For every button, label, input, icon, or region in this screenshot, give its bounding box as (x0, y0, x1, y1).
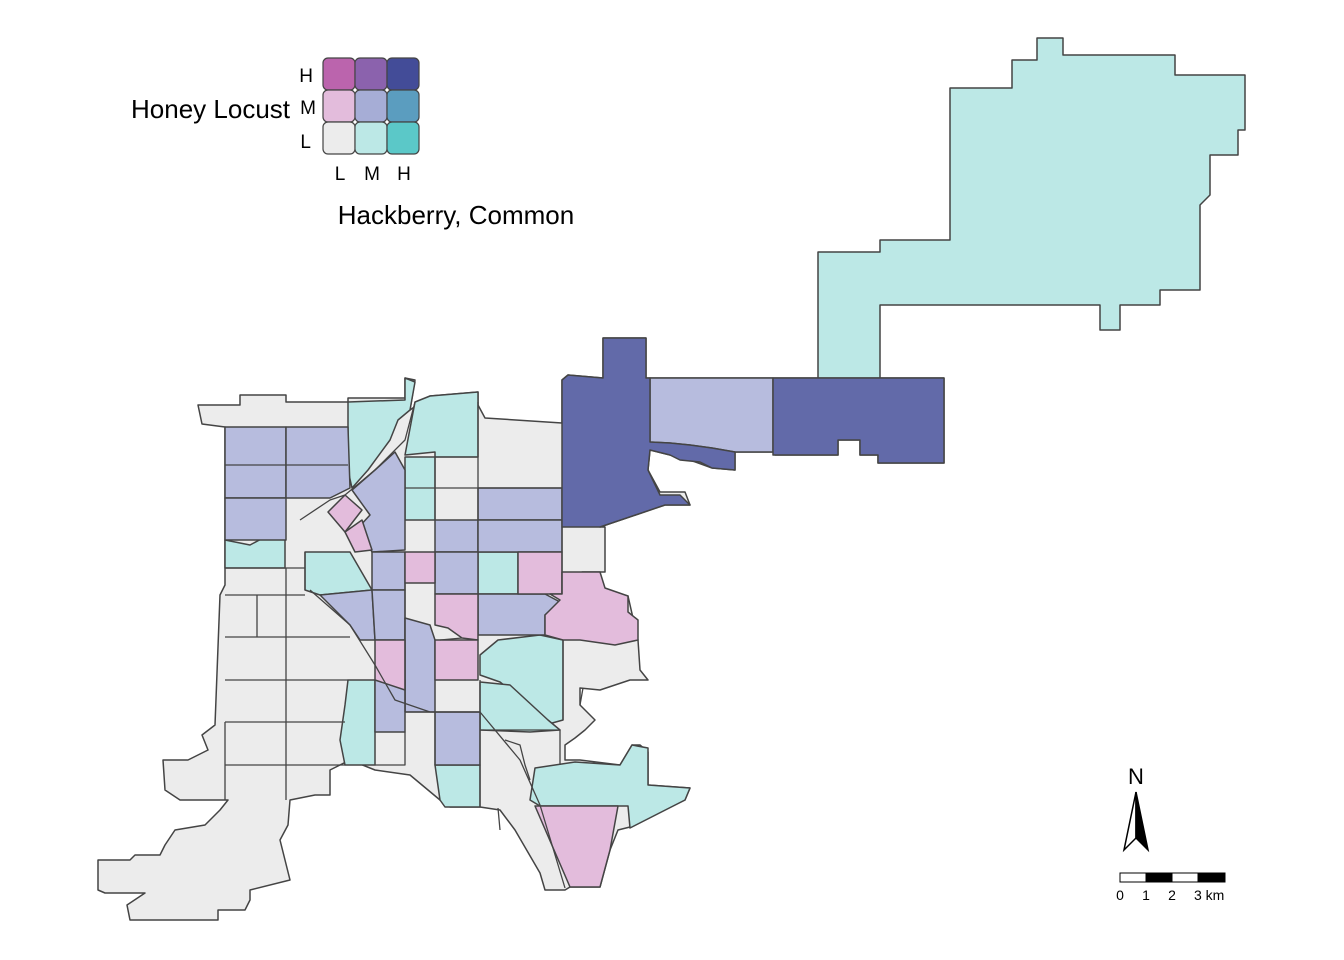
legend-y-title: Honey Locust (131, 94, 291, 124)
neighborhood-center-4 (477, 487, 563, 521)
legend-swatch-L-L (322, 121, 356, 155)
scale-tick-2: 2 (1168, 887, 1176, 903)
legend-x-title: Hackberry, Common (338, 200, 574, 230)
neighborhood-pink-6 (544, 571, 639, 646)
neighborhood-nw-3 (224, 497, 287, 541)
neighborhood-pink-2 (344, 519, 373, 553)
neighborhood-nw-2 (285, 426, 351, 499)
legend-swatch-H-L (386, 121, 420, 155)
legend-swatch-H-M (386, 89, 420, 123)
legend-x-level-low: L (335, 164, 346, 185)
north-arrow-label: N (1128, 764, 1144, 789)
legend-swatch-L-M (322, 89, 356, 123)
bivariate-legend: Honey Locust Hackberry, Common H M L L M… (131, 57, 574, 230)
neighborhood-pink-3 (404, 551, 436, 584)
scale-tick-1: 1 (1142, 887, 1150, 903)
neighborhood-s-2 (404, 617, 436, 713)
scale-bar-segment-3 (1171, 872, 1199, 883)
neighborhood-boundaries (224, 401, 584, 889)
legend-y-level-low: L (300, 132, 311, 153)
neighborhood-montbello-area (817, 37, 1246, 379)
legend-swatch-M-H (354, 57, 388, 91)
neighborhood-stapleton (561, 337, 736, 528)
scale-tick-0: 0 (1116, 887, 1124, 903)
scale-tick-3: 3 km (1194, 887, 1224, 903)
neighborhood-pink-1 (327, 494, 363, 533)
neighborhood-s-4 (434, 711, 481, 766)
scale-bar-segment-1 (1119, 872, 1147, 883)
neighborhood-sw-3 (371, 589, 406, 641)
neighborhood-nw-1 (224, 426, 287, 499)
north-arrow-icon-left (1122, 791, 1137, 853)
scale-bar-segment-2 (1145, 872, 1173, 883)
legend-y-level-mid: M (300, 98, 316, 119)
legend-swatch-M-M (354, 89, 388, 123)
neighborhood-center-7 (371, 551, 406, 591)
legend-swatch-H-H (386, 57, 420, 91)
legend-y-level-high: H (299, 66, 313, 87)
north-arrow: N (1122, 764, 1150, 853)
north-arrow-icon-right (1135, 791, 1150, 853)
neighborhood-stapleton-south (649, 377, 774, 453)
scale-bar (1119, 872, 1226, 883)
neighborhood-pink-7 (434, 639, 479, 681)
neighborhood-center-8 (434, 551, 479, 595)
neighborhood-s-1 (434, 764, 481, 808)
neighborhood-pink-4 (517, 551, 563, 595)
neighborhood-map (97, 37, 1246, 921)
neighborhood-center-5 (434, 519, 479, 553)
scale-bar-segment-4 (1197, 872, 1226, 883)
legend-grid (322, 57, 420, 155)
legend-swatch-M-L (354, 121, 388, 155)
neighborhood-center-6 (477, 519, 563, 553)
neighborhood-green-valley (772, 377, 945, 464)
legend-swatch-L-H (322, 57, 356, 91)
scale-bar-ticks: 0 1 2 3 km (1116, 887, 1224, 903)
neighborhood-pink-south (534, 805, 619, 888)
legend-x-level-high: H (397, 164, 411, 185)
legend-x-level-mid: M (364, 164, 380, 185)
neighborhood-west-1 (224, 536, 286, 569)
neighborhood-center-1 (477, 551, 519, 595)
neighborhood-north-2 (404, 391, 479, 458)
neighborhood-north-1 (347, 377, 416, 489)
